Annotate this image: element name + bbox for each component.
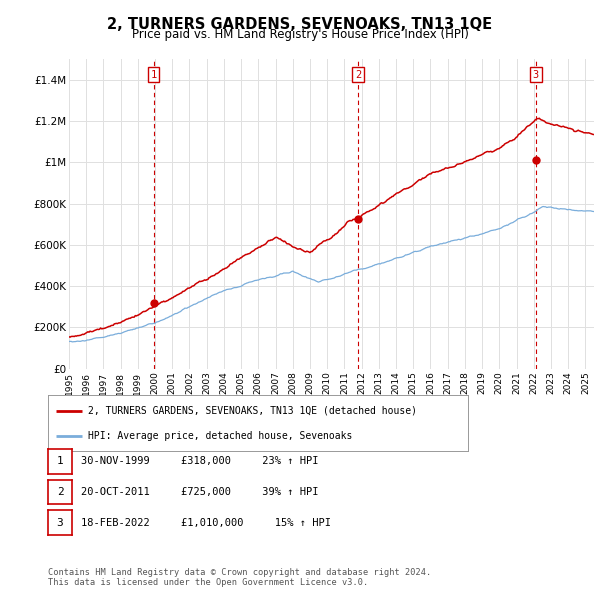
Text: 18-FEB-2022     £1,010,000     15% ↑ HPI: 18-FEB-2022 £1,010,000 15% ↑ HPI — [81, 518, 331, 527]
Text: 2: 2 — [355, 70, 361, 80]
Text: 3: 3 — [533, 70, 539, 80]
Text: 1: 1 — [56, 457, 64, 466]
Text: 30-NOV-1999     £318,000     23% ↑ HPI: 30-NOV-1999 £318,000 23% ↑ HPI — [81, 457, 319, 466]
Text: Price paid vs. HM Land Registry's House Price Index (HPI): Price paid vs. HM Land Registry's House … — [131, 28, 469, 41]
Text: 1: 1 — [151, 70, 157, 80]
Text: 2, TURNERS GARDENS, SEVENOAKS, TN13 1QE: 2, TURNERS GARDENS, SEVENOAKS, TN13 1QE — [107, 17, 493, 31]
Text: 2: 2 — [56, 487, 64, 497]
Text: 2, TURNERS GARDENS, SEVENOAKS, TN13 1QE (detached house): 2, TURNERS GARDENS, SEVENOAKS, TN13 1QE … — [88, 406, 417, 416]
Text: Contains HM Land Registry data © Crown copyright and database right 2024.
This d: Contains HM Land Registry data © Crown c… — [48, 568, 431, 587]
Text: HPI: Average price, detached house, Sevenoaks: HPI: Average price, detached house, Seve… — [88, 431, 352, 441]
Text: 20-OCT-2011     £725,000     39% ↑ HPI: 20-OCT-2011 £725,000 39% ↑ HPI — [81, 487, 319, 497]
Text: 3: 3 — [56, 518, 64, 527]
